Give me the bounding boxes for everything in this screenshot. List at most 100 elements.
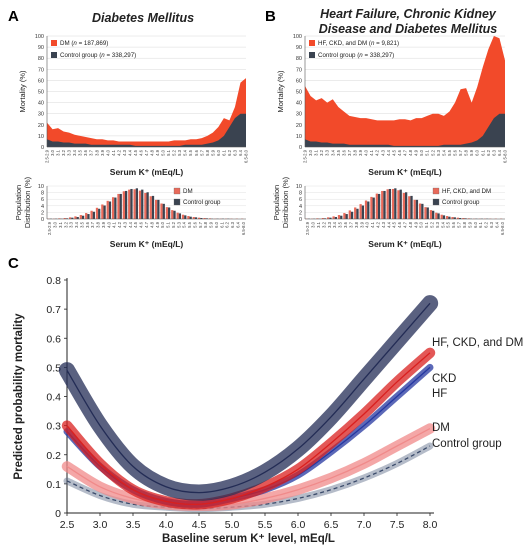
b-distribution-ytick-label: 6 bbox=[299, 197, 302, 203]
b-distribution-bar-2 bbox=[464, 218, 467, 219]
a-distribution-bar-1 bbox=[74, 216, 77, 219]
a-distribution-xtick-label: 3.1 bbox=[58, 221, 63, 227]
a-mortality-xtick-label: 5.7 bbox=[199, 149, 204, 155]
a-mortality-xtick-label: 5.4 bbox=[183, 149, 188, 155]
b-mortality-xtick-label: 3.2 bbox=[319, 149, 324, 155]
a-distribution-bar-1 bbox=[155, 199, 158, 219]
a-distribution-bar-2 bbox=[92, 211, 95, 219]
b-distribution-bar-1 bbox=[408, 196, 411, 219]
a-distribution-xtick-label: 5.9 bbox=[209, 221, 214, 227]
b-mortality-xtick-label: 3.0 bbox=[308, 149, 313, 155]
a-distribution-bar-1 bbox=[122, 191, 125, 219]
b-mortality-series-area-1 bbox=[305, 36, 505, 147]
a-mortality-xtick-label: 6.1 bbox=[221, 149, 226, 155]
b-distribution-bar-1 bbox=[354, 207, 357, 219]
b-distribution-bar-2 bbox=[432, 210, 435, 219]
c-series-label: HF, CKD, and DM bbox=[432, 337, 523, 349]
a-mortality-xtick-label: 5.3 bbox=[177, 149, 182, 155]
a-distribution-ytick-label: 8 bbox=[41, 191, 44, 197]
c-series-label: CKD bbox=[432, 373, 456, 385]
b-distribution-xtick-label: 3.8 bbox=[354, 221, 359, 227]
a-distribution-legend-label: Control group bbox=[183, 199, 221, 206]
panel-b-title-line: Heart Failure, Chronic Kidney bbox=[320, 7, 497, 21]
c-ytick-label: 0.1 bbox=[46, 479, 61, 491]
c-xtick-label: 6.0 bbox=[291, 519, 306, 531]
b-distribution-bar-2 bbox=[394, 188, 397, 219]
a-mortality-xtick-label: 3.4 bbox=[72, 149, 77, 155]
b-distribution-xtick-label: 6.1 bbox=[478, 221, 483, 227]
a-distribution-bar-2 bbox=[108, 201, 112, 219]
a-distribution-bar-2 bbox=[151, 195, 155, 219]
b-distribution-xtick-label: 5.0 bbox=[419, 221, 424, 227]
b-mortality-xtick-label: 5.8 bbox=[464, 149, 469, 155]
b-distribution-xtick-label: 5.5 bbox=[446, 221, 451, 227]
b-distribution-bar-2 bbox=[442, 215, 446, 219]
a-mortality-legend-swatch bbox=[51, 52, 57, 58]
a-distribution-bar-2 bbox=[81, 215, 85, 219]
b-mortality-xtick-label: 6.2 bbox=[486, 149, 491, 155]
a-distribution-bar-1 bbox=[198, 217, 201, 219]
b-distribution-legend-label: HF, CKD, and DM bbox=[442, 188, 491, 195]
a-distribution-bar-1 bbox=[165, 207, 169, 219]
b-mortality-ytick-label: 0 bbox=[299, 145, 302, 151]
a-distribution-xtick-label: 5.0 bbox=[160, 221, 165, 227]
a-mortality-ytick-label: 50 bbox=[38, 90, 44, 96]
a-mortality-xtick-label: 5.5 bbox=[188, 149, 193, 155]
b-mortality-ytick-label: 30 bbox=[296, 112, 302, 118]
a-distribution-bar-1 bbox=[68, 217, 72, 219]
b-distribution-bar-2 bbox=[415, 199, 419, 219]
panel-b-title-line: Disease and Diabetes Mellitus bbox=[319, 22, 498, 36]
b-distribution-xtick-label: 5.8 bbox=[462, 221, 467, 227]
a-mortality-xtick-label: 3.0 bbox=[50, 149, 55, 155]
b-distribution-xtick-label: 6.2 bbox=[484, 221, 489, 227]
c-xtick-label: 2.5 bbox=[60, 519, 75, 531]
b-mortality-xtick-label: 3.7 bbox=[347, 149, 352, 155]
a-distribution-xtick-label: 5.6 bbox=[192, 221, 197, 227]
a-distribution-bar-1 bbox=[117, 193, 120, 219]
a-distribution-bar-2 bbox=[194, 217, 198, 219]
b-distribution-xtick-label: 3.3 bbox=[327, 221, 332, 227]
b-distribution-legend-label: Control group bbox=[442, 199, 480, 206]
a-distribution-xtick-label: 3.3 bbox=[69, 221, 74, 227]
a-mortality-legend-swatch bbox=[51, 40, 57, 46]
c-ytick-label: 0.4 bbox=[46, 392, 61, 404]
c-series-label: Control group bbox=[432, 438, 502, 450]
b-mortality-ytick-label: 40 bbox=[296, 101, 302, 107]
b-distribution-bar-2 bbox=[448, 216, 451, 219]
a-mortality-xtick-label: 4.9 bbox=[155, 149, 160, 155]
a-distribution-bar-2 bbox=[114, 197, 117, 219]
a-distribution-xtick-label: 3.0 bbox=[53, 221, 58, 227]
a-distribution-xtick-label: 5.4 bbox=[182, 221, 187, 227]
a-mortality-xtick-label: 5.8 bbox=[205, 149, 210, 155]
a-distribution-xtick-label: 4.4 bbox=[128, 221, 133, 227]
panel-a: Diabetes Mellitus01020304050607080901002… bbox=[14, 11, 249, 249]
a-mortality-xtick-label: 5.1 bbox=[166, 149, 171, 155]
a-mortality-ytick-label: 100 bbox=[35, 34, 44, 40]
c-ytick-label: 0.5 bbox=[46, 362, 61, 374]
b-mortality-xtick-label: 5.9 bbox=[469, 149, 474, 155]
b-distribution-bar-1 bbox=[343, 213, 346, 219]
b-distribution-bar-1 bbox=[370, 196, 373, 219]
b-mortality-xtick-label: 4.9 bbox=[414, 149, 419, 155]
a-mortality-xtick-label: 3.3 bbox=[67, 149, 72, 155]
a-distribution-bar-2 bbox=[130, 188, 133, 219]
b-distribution-xtick-label: 6.4 bbox=[494, 221, 499, 227]
b-mortality-xtick-label: 3.4 bbox=[330, 149, 335, 155]
b-distribution-bar-2 bbox=[405, 192, 408, 219]
b-distribution-xtick-label: 4.3 bbox=[381, 221, 386, 227]
b-distribution-bar-2 bbox=[334, 217, 337, 219]
a-mortality-ytick-label: 40 bbox=[38, 101, 44, 107]
a-distribution-bar-2 bbox=[173, 210, 176, 219]
a-distribution-bar-2 bbox=[162, 203, 165, 219]
b-distribution-ytick-label: 0 bbox=[299, 217, 302, 223]
b-distribution-xtick-label: 3.6 bbox=[343, 221, 348, 227]
a-mortality-xtick-label: 3.7 bbox=[89, 149, 94, 155]
a-mortality-xtick-label: 5.6 bbox=[194, 149, 199, 155]
b-distribution-bar-1 bbox=[397, 190, 400, 219]
b-distribution-bar-1 bbox=[359, 204, 362, 219]
a-mortality-series-area-2 bbox=[47, 113, 246, 147]
b-distribution-xtick-label: 5.2 bbox=[430, 221, 435, 227]
c-series-line-5 bbox=[66, 445, 431, 510]
a-distribution-bar-1 bbox=[138, 190, 142, 219]
